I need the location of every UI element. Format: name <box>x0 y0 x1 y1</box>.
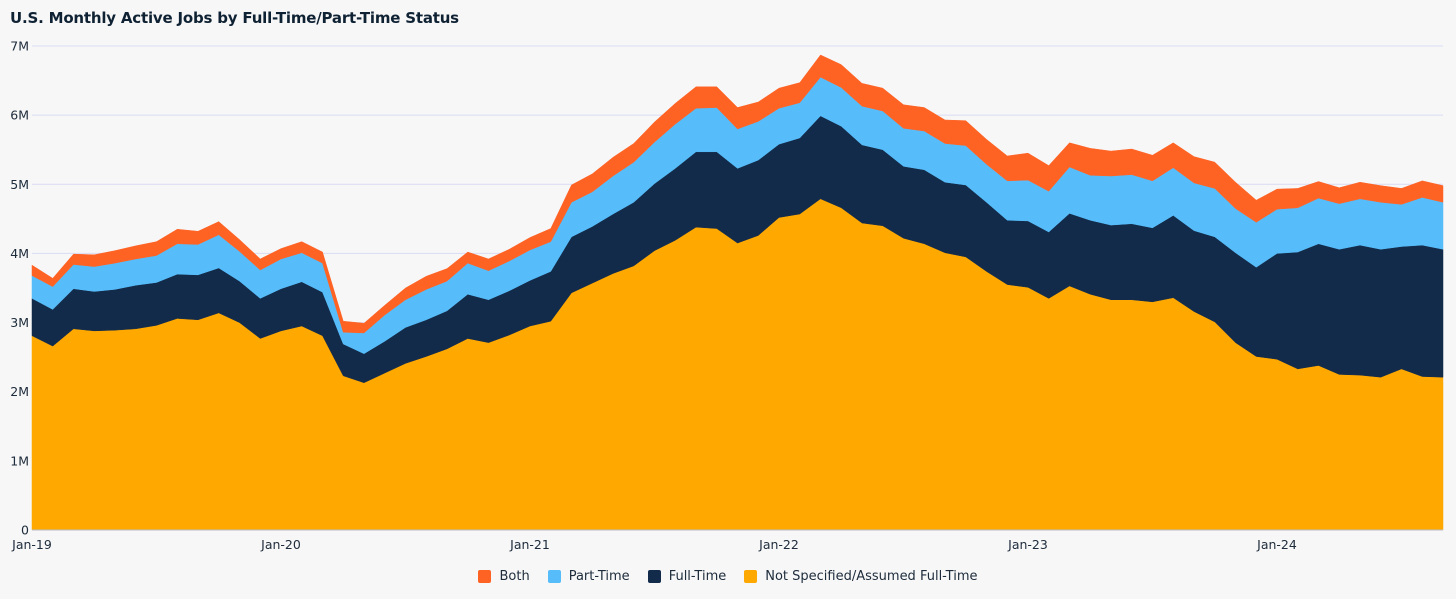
legend-swatch <box>744 570 758 583</box>
legend-label: Not Specified/Assumed Full-Time <box>765 569 978 584</box>
y-tick-label: 0 <box>21 523 29 538</box>
y-tick-label: 2M <box>10 384 29 399</box>
legend-swatch <box>647 570 661 583</box>
legend-label: Part-Time <box>568 569 630 584</box>
x-tick-label: Jan-22 <box>758 537 799 552</box>
y-tick-label: 5M <box>10 177 29 192</box>
area-series-group <box>31 54 1444 531</box>
y-tick-label: 4M <box>10 246 29 261</box>
x-tick-label: Jan-24 <box>1256 537 1297 552</box>
y-tick-label: 7M <box>10 39 29 54</box>
x-tick-label: Jan-19 <box>11 537 52 552</box>
x-tick-label: Jan-23 <box>1007 537 1048 552</box>
axes: 0 1M 2M 3M 4M 5M 6M 7M Jan-19 Jan-20 Jan-21 Jan-22 J… <box>10 39 1443 552</box>
x-tick-label: Jan-21 <box>509 537 550 552</box>
legend-swatch <box>478 570 492 583</box>
x-tick-label: Jan-20 <box>260 537 301 552</box>
legend: Both Part-Time Full-Time Not Specified/Assu… <box>0 569 1456 584</box>
legend-label: Full-Time <box>668 569 727 584</box>
stacked-area-chart: 0 1M 2M 3M 4M 5M 6M 7M Jan-19 Jan-20 Jan-21 Jan-22 J… <box>10 39 1444 552</box>
legend-label: Both <box>499 569 530 584</box>
area-series-both <box>31 54 1444 334</box>
y-tick-label: 6M <box>10 108 29 123</box>
legend-swatch <box>547 570 561 583</box>
legend-item[interactable]: Full-Time <box>647 569 727 584</box>
legend-item[interactable]: Part-Time <box>547 569 630 584</box>
legend-item[interactable]: Not Specified/Assumed Full-Time <box>744 569 978 584</box>
legend-item[interactable]: Both <box>478 569 530 584</box>
y-tick-label: 3M <box>10 315 29 330</box>
chart-title: U.S. Monthly Active Jobs by Full-Time/Pa… <box>10 9 459 27</box>
y-tick-label: 1M <box>10 453 29 468</box>
